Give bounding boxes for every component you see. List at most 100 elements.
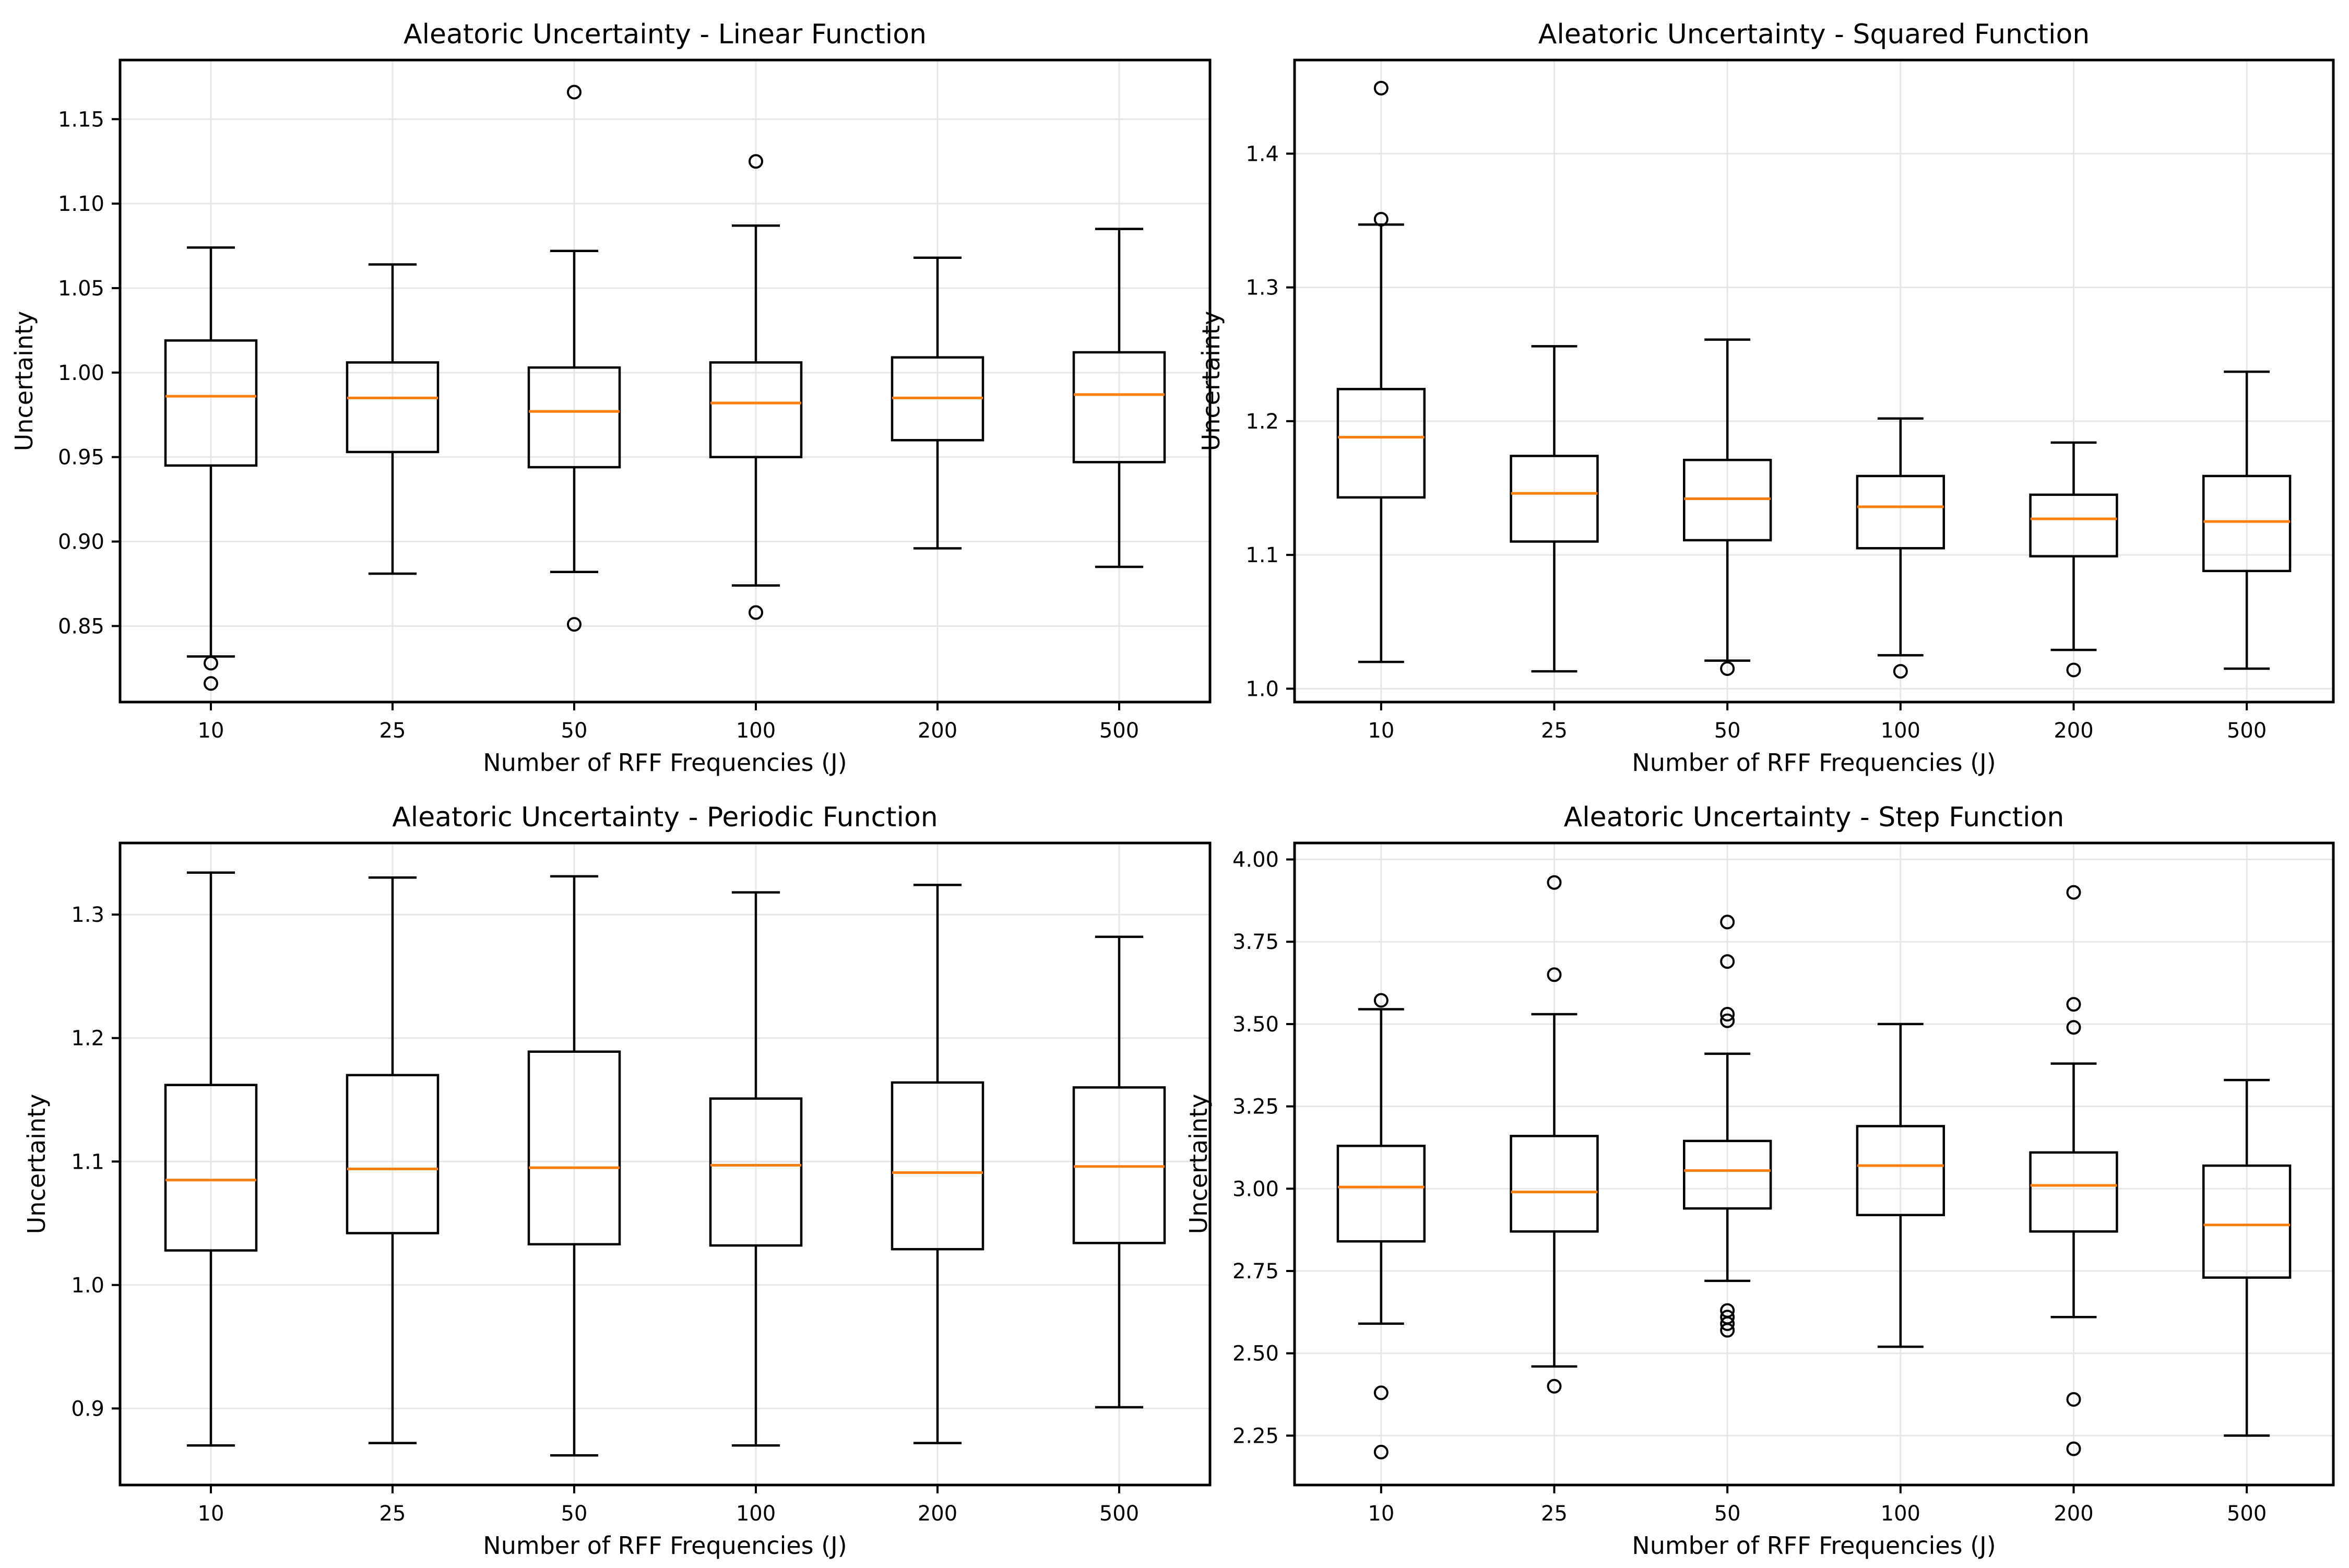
iqr-box bbox=[1510, 1135, 1599, 1233]
outlier-point bbox=[1373, 1385, 1389, 1400]
x-tick-label: 100 bbox=[736, 1502, 776, 1526]
x-tick-label: 10 bbox=[1368, 1502, 1394, 1526]
subplot-title: Aleatoric Uncertainty - Step Function bbox=[1564, 802, 2065, 833]
outlier-point bbox=[1720, 1007, 1735, 1021]
box-group-100 bbox=[1856, 1023, 1945, 1348]
x-tick-label: 500 bbox=[1099, 719, 1139, 743]
box-group-50 bbox=[527, 875, 621, 1457]
x-tick-label: 50 bbox=[561, 719, 588, 743]
box-group-25 bbox=[1510, 345, 1599, 673]
iqr-box bbox=[1683, 1139, 1772, 1210]
subplot-aleatoric-uncertainty-linear-function: 0.85 0.90 0.95 1.00 1.05 1.10 1.15 10 25 50 100 200… bbox=[10, 19, 1212, 777]
box-group-10 bbox=[1336, 80, 1426, 663]
outlier-point bbox=[1547, 1379, 1562, 1394]
box-group-100 bbox=[709, 154, 803, 620]
box-group-500 bbox=[2202, 370, 2292, 670]
iqr-box bbox=[2029, 493, 2118, 557]
y-tick-label: 1.1 bbox=[1245, 543, 1279, 567]
x-tick-label: 50 bbox=[561, 1502, 588, 1526]
outlier-point bbox=[749, 605, 763, 620]
iqr-box bbox=[1072, 351, 1166, 464]
iqr-box bbox=[346, 361, 440, 454]
axes-frame bbox=[118, 841, 1212, 1487]
iqr-box bbox=[1336, 388, 1426, 499]
x-tick-label: 10 bbox=[198, 1502, 224, 1526]
box-group-25 bbox=[346, 876, 440, 1444]
x-tick-label: 200 bbox=[2054, 719, 2093, 743]
y-axis-label: Uncertainty bbox=[1197, 311, 1225, 452]
outlier-point bbox=[1373, 993, 1389, 1008]
outlier-point bbox=[1720, 1316, 1735, 1331]
x-tick-label: 10 bbox=[198, 719, 224, 743]
x-tick-label: 50 bbox=[1714, 719, 1741, 743]
iqr-box bbox=[1683, 458, 1772, 542]
x-axis: 10 25 50 100 200 500 bbox=[198, 702, 1139, 743]
outlier-point bbox=[1720, 954, 1735, 969]
outlier-point bbox=[2066, 997, 2081, 1012]
x-axis-label: Number of RFF Frequencies (J) bbox=[483, 749, 847, 777]
box-group-100 bbox=[709, 891, 803, 1447]
y-tick-label: 0.85 bbox=[58, 614, 104, 638]
y-tick-label: 2.75 bbox=[1232, 1260, 1279, 1284]
iqr-box bbox=[164, 1084, 258, 1252]
y-tick-label: 1.2 bbox=[1245, 410, 1279, 434]
box-group-100 bbox=[1856, 417, 1945, 679]
grid-lines bbox=[1295, 843, 2333, 1485]
y-tick-label: 1.4 bbox=[1245, 142, 1279, 166]
iqr-box bbox=[346, 1074, 440, 1234]
box-group-500 bbox=[2202, 1078, 2292, 1437]
y-axis-label: Uncertainty bbox=[22, 1094, 51, 1234]
x-tick-label: 500 bbox=[2227, 719, 2267, 743]
y-tick-label: 1.3 bbox=[71, 903, 104, 927]
box-group-25 bbox=[346, 263, 440, 575]
x-tick-label: 500 bbox=[1099, 1502, 1139, 1526]
box-group-200 bbox=[2029, 885, 2118, 1456]
x-axis: 10 25 50 100 200 500 bbox=[1368, 702, 2267, 743]
y-tick-label: 0.9 bbox=[71, 1397, 104, 1421]
x-axis: 10 25 50 100 200 500 bbox=[198, 1485, 1139, 1526]
outlier-point bbox=[567, 617, 582, 632]
y-tick-label: 1.10 bbox=[58, 192, 104, 216]
x-tick-label: 100 bbox=[1881, 1502, 1920, 1526]
y-tick-label: 2.50 bbox=[1232, 1342, 1279, 1366]
y-tick-label: 4.00 bbox=[1232, 848, 1279, 872]
outlier-point bbox=[1720, 1323, 1735, 1338]
outlier-point bbox=[204, 676, 218, 691]
iqr-box bbox=[1856, 1125, 1945, 1217]
subplot-title: Aleatoric Uncertainty - Periodic Functio… bbox=[392, 802, 938, 833]
y-tick-label: 1.15 bbox=[58, 108, 104, 132]
x-tick-label: 200 bbox=[918, 719, 957, 743]
iqr-box bbox=[527, 366, 621, 469]
outlier-point bbox=[2066, 885, 2081, 900]
x-tick-label: 50 bbox=[1714, 1502, 1741, 1526]
x-tick-label: 25 bbox=[379, 719, 406, 743]
subplot-title: Aleatoric Uncertainty - Linear Function bbox=[404, 19, 927, 50]
iqr-box bbox=[164, 339, 258, 467]
outlier-point bbox=[1547, 875, 1562, 890]
box-group-50 bbox=[1683, 338, 1772, 676]
y-tick-label: 3.75 bbox=[1232, 930, 1279, 954]
y-tick-label: 3.25 bbox=[1232, 1095, 1279, 1119]
outlier-point bbox=[1547, 967, 1562, 982]
y-axis: 0.9 1.0 1.1 1.2 1.3 bbox=[71, 903, 120, 1421]
outlier-point bbox=[1373, 1444, 1389, 1459]
box-group-10 bbox=[164, 246, 258, 691]
y-tick-label: 1.0 bbox=[71, 1274, 104, 1298]
x-tick-label: 10 bbox=[1368, 719, 1394, 743]
y-tick-label: 2.25 bbox=[1232, 1424, 1279, 1448]
y-axis: 0.85 0.90 0.95 1.00 1.05 1.10 1.15 bbox=[58, 108, 120, 638]
outlier-point bbox=[1893, 664, 1908, 679]
iqr-box bbox=[1856, 474, 1945, 550]
iqr-box bbox=[527, 1050, 621, 1245]
outlier-point bbox=[2066, 1020, 2081, 1035]
y-axis-label: Uncertainty bbox=[1184, 1094, 1213, 1234]
x-axis: 10 25 50 100 200 500 bbox=[1368, 1485, 2267, 1526]
x-axis-label: Number of RFF Frequencies (J) bbox=[483, 1531, 847, 1560]
box-group-10 bbox=[164, 871, 258, 1447]
x-tick-label: 200 bbox=[2054, 1502, 2093, 1526]
axes-frame bbox=[1293, 841, 2335, 1487]
outlier-point bbox=[1720, 661, 1735, 676]
y-axis: 2.25 2.50 2.75 3.00 3.25 3.50 3.75 4.00 bbox=[1232, 848, 1295, 1448]
